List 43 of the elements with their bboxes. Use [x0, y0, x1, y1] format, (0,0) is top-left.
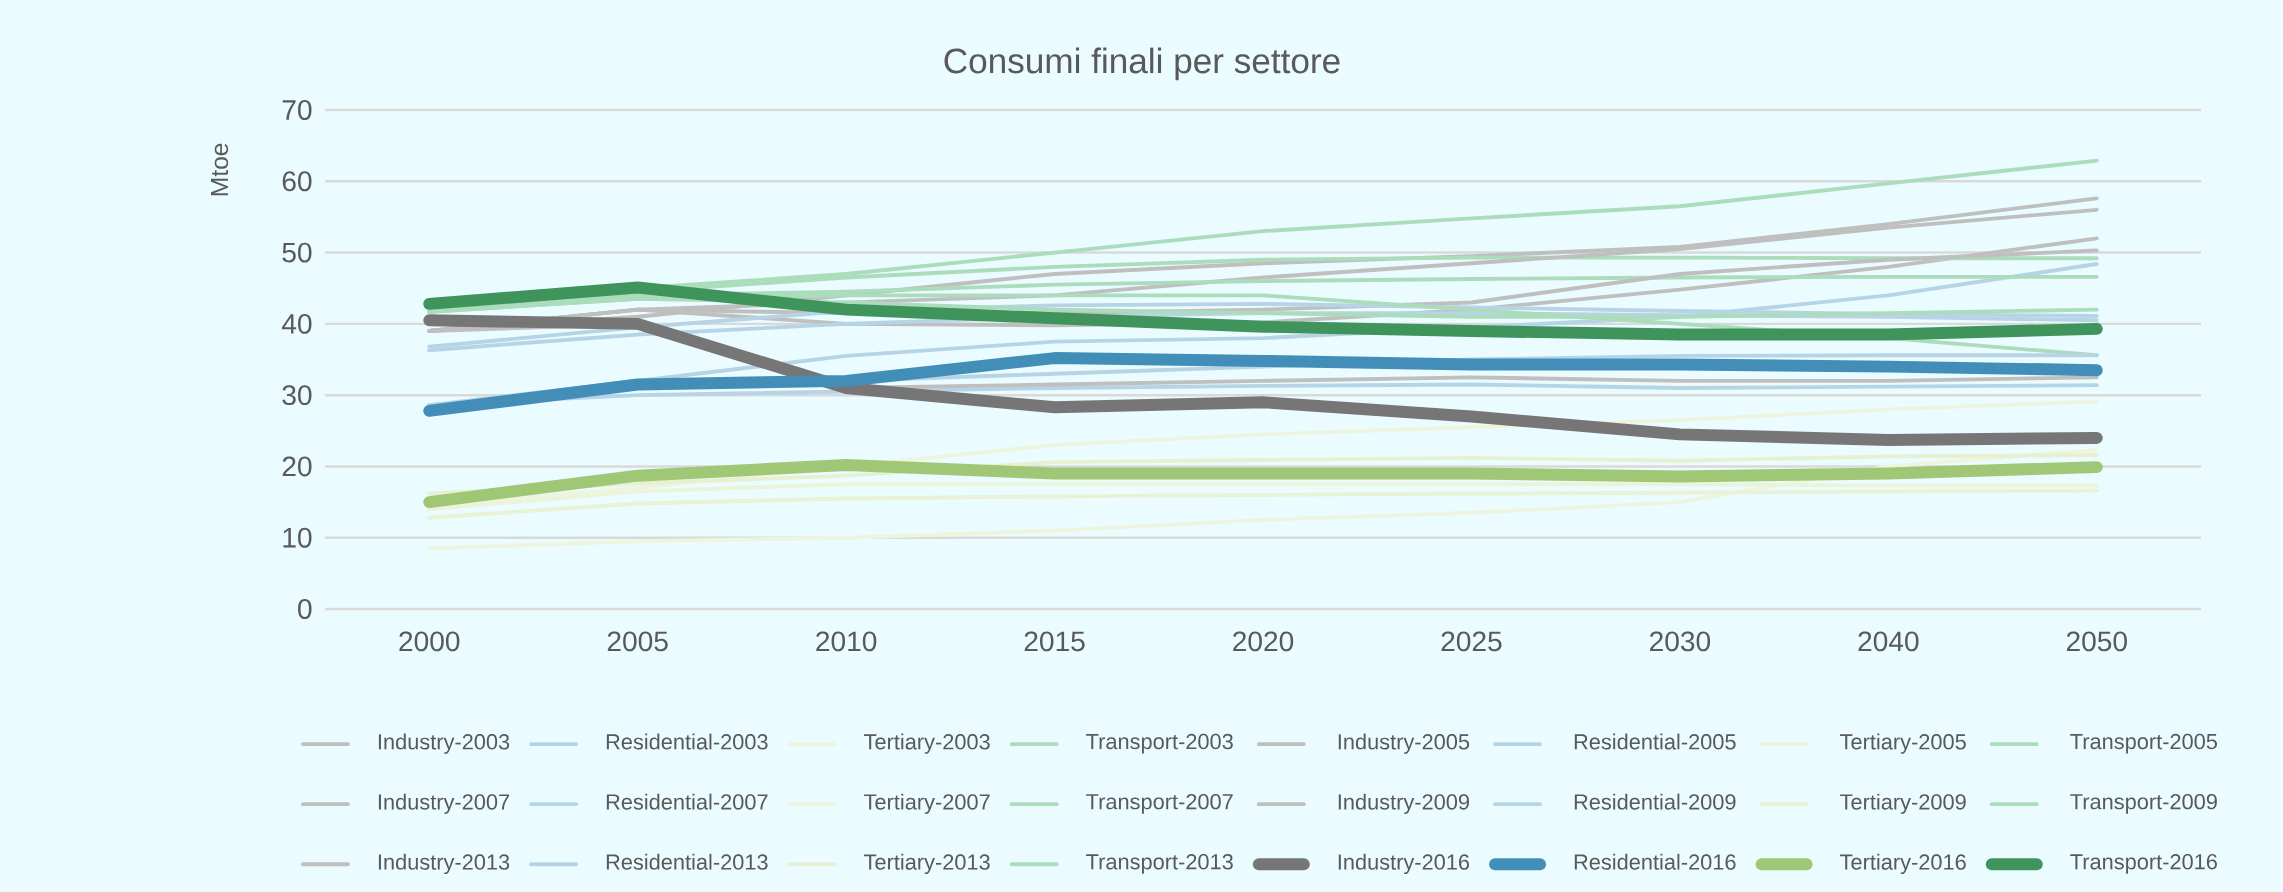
legend-label: Transport-2009 [2070, 793, 2217, 814]
y-tick-label: 60 [282, 171, 312, 192]
legend-label: Tertiary-2013 [864, 853, 990, 875]
x-tick-label: 2015 [1024, 631, 1085, 652]
legend-label: Residential-2009 [1574, 793, 1736, 810]
legend-label: Residential-2003 [606, 733, 768, 750]
y-tick-label: 0 [298, 599, 312, 619]
legend-label: Industry-2005 [1338, 733, 1470, 754]
legend-label: Residential-2016 [1574, 853, 1736, 870]
legend-label: Transport-2013 [1086, 854, 1233, 874]
legend-label: Tertiary-2007 [864, 793, 990, 814]
x-tick-label: 2040 [1858, 631, 1919, 652]
legend-label: Industry-2013 [378, 853, 510, 875]
x-tick-label: 2030 [1650, 631, 1711, 652]
x-tick-label: 2010 [816, 631, 877, 652]
y-tick-label: 40 [281, 313, 312, 334]
x-tick-label: 2000 [399, 631, 460, 652]
legend-label: Transport-2016 [2070, 854, 2217, 874]
legend-label: Tertiary-2003 [864, 733, 990, 754]
x-tick-label: 2025 [1441, 631, 1502, 652]
legend-label: Industry-2003 [378, 733, 510, 754]
legend-label: Transport-2003 [1086, 733, 1233, 754]
x-tick-label: 2020 [1233, 631, 1294, 652]
legend-label: Tertiary-2005 [1840, 733, 1966, 754]
legend-label: Tertiary-2009 [1840, 793, 1966, 814]
legend-label: Tertiary-2016 [1840, 853, 1966, 875]
legend-label: Transport-2007 [1086, 793, 1233, 814]
x-tick-label: 2005 [607, 631, 668, 652]
legend-label: Residential-2005 [1574, 733, 1736, 750]
legend-label: Industry-2007 [378, 793, 510, 814]
y-tick-label: 10 [283, 527, 312, 548]
legend-label: Transport-2005 [2070, 733, 2217, 754]
legend-label: Industry-2016 [1338, 853, 1470, 875]
y-tick-label: 20 [282, 456, 312, 477]
legend-label: Residential-2013 [606, 853, 768, 870]
y-axis-title: Mtoe [211, 143, 229, 196]
x-tick-label: 2050 [2066, 631, 2127, 652]
legend-label: Industry-2009 [1338, 793, 1469, 814]
chart-title: Consumi finali per settore [944, 47, 1340, 81]
y-tick-label: 70 [282, 100, 312, 120]
legend-label: Residential-2007 [606, 793, 768, 810]
y-tick-label: 50 [282, 242, 312, 263]
y-tick-label: 30 [282, 385, 312, 406]
